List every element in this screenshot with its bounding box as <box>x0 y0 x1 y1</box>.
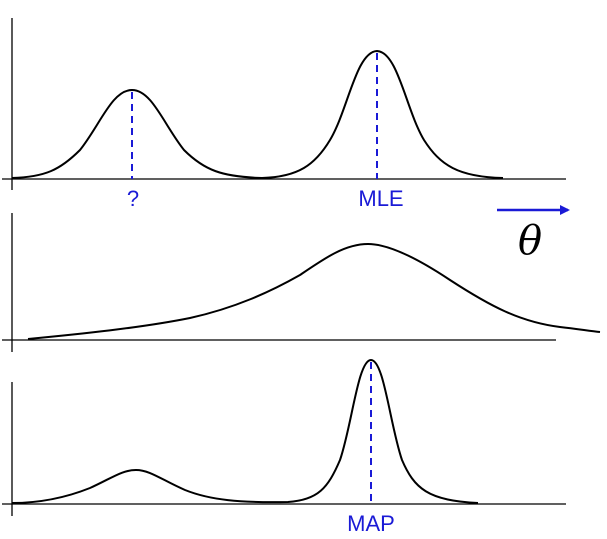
panel-1-curve-left-peak <box>11 88 263 179</box>
theta-arrow-group: θ <box>497 205 570 264</box>
theta-symbol: θ <box>518 218 542 264</box>
panel-3-curve <box>11 358 479 504</box>
panel-likelihood: ? MLE <box>2 18 566 211</box>
panel-2-curve <box>27 242 601 340</box>
panel-posterior: MAP <box>2 358 566 536</box>
mle-label: MLE <box>358 186 403 211</box>
panel-1-curve-right-peak <box>261 49 504 179</box>
panel-prior <box>2 213 601 352</box>
map-label: MAP <box>347 511 395 536</box>
question-label: ? <box>127 186 139 211</box>
